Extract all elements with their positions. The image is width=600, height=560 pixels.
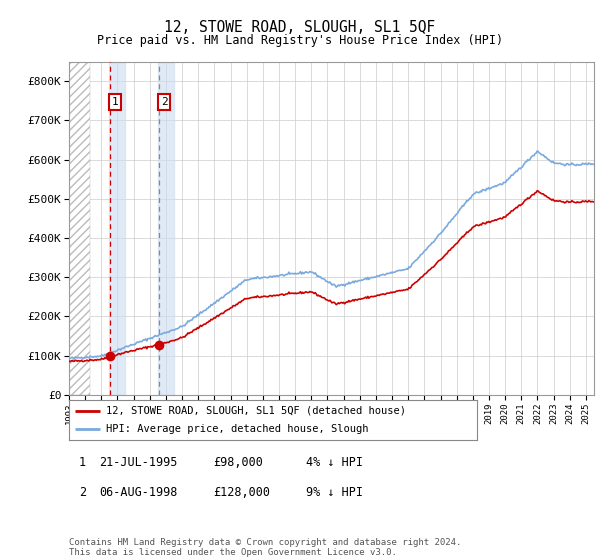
Bar bbox=[109, 62, 125, 395]
Text: 12, STOWE ROAD, SLOUGH, SL1 5QF (detached house): 12, STOWE ROAD, SLOUGH, SL1 5QF (detache… bbox=[106, 406, 406, 416]
Text: 1: 1 bbox=[112, 97, 119, 107]
Text: 2: 2 bbox=[161, 97, 167, 107]
Text: 9% ↓ HPI: 9% ↓ HPI bbox=[306, 486, 363, 500]
Text: HPI: Average price, detached house, Slough: HPI: Average price, detached house, Slou… bbox=[106, 424, 368, 434]
Text: 21-JUL-1995: 21-JUL-1995 bbox=[99, 455, 178, 469]
Text: Price paid vs. HM Land Registry's House Price Index (HPI): Price paid vs. HM Land Registry's House … bbox=[97, 34, 503, 46]
Text: Contains HM Land Registry data © Crown copyright and database right 2024.
This d: Contains HM Land Registry data © Crown c… bbox=[69, 538, 461, 557]
Text: 4% ↓ HPI: 4% ↓ HPI bbox=[306, 455, 363, 469]
Text: 2: 2 bbox=[79, 486, 86, 500]
Bar bbox=[158, 62, 174, 395]
Text: 1: 1 bbox=[79, 455, 86, 469]
Text: £98,000: £98,000 bbox=[213, 455, 263, 469]
Text: £128,000: £128,000 bbox=[213, 486, 270, 500]
Text: 12, STOWE ROAD, SLOUGH, SL1 5QF: 12, STOWE ROAD, SLOUGH, SL1 5QF bbox=[164, 20, 436, 35]
Text: 06-AUG-1998: 06-AUG-1998 bbox=[99, 486, 178, 500]
